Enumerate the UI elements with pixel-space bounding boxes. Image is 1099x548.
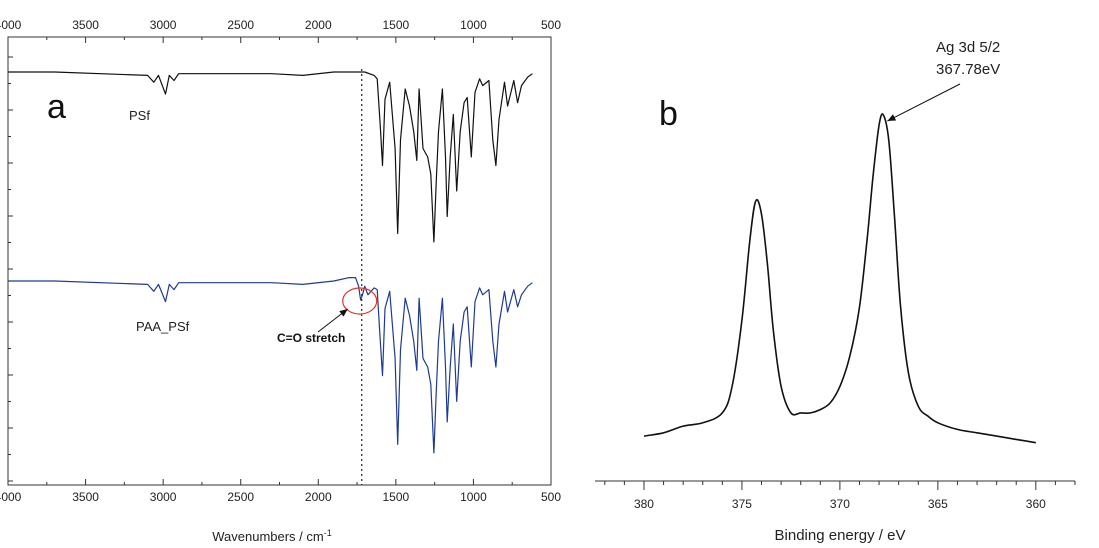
panel-a-top-tick-label: 2000 xyxy=(305,18,332,32)
series-line-paa-psf xyxy=(8,277,533,454)
panel-a-bottom-tick-label: 500 xyxy=(541,490,561,504)
panel-a-letter: a xyxy=(47,88,66,126)
panel-a-frame xyxy=(7,36,552,486)
panel-a-bottom-ticks: 4000 3500 3000 2500 2000 1500 1000 500 xyxy=(0,479,561,504)
panel-a-x-axis-title-superscript: -1 xyxy=(324,528,332,538)
panel-a-top-tick-label: 500 xyxy=(541,18,561,32)
panel-b-series xyxy=(643,113,1036,444)
peak-annotation-line1: Ag 3d 5/2 xyxy=(936,39,1000,56)
panel-a-bottom-tick-label: 3500 xyxy=(72,490,99,504)
panel-a-top-tick-label: 4000 xyxy=(0,18,22,32)
panel-a-top-tick-label: 2500 xyxy=(227,18,254,32)
carbonyl-highlight-circle xyxy=(342,287,378,315)
panel-a-left-ticks xyxy=(8,56,13,482)
panel-a-bottom-tick-label: 4000 xyxy=(0,490,22,504)
panel-a-bottom-tick-label: 2000 xyxy=(305,490,332,504)
panel-a-top-tick-label: 1500 xyxy=(383,18,410,32)
carbonyl-arrowhead xyxy=(339,309,348,317)
panel-a-top-tick-label: 3500 xyxy=(72,18,99,32)
panel-b: 380 375 370 365 360 b Ag 3d 5/2 367.78eV Bin… xyxy=(595,39,1076,544)
panel-a-bottom-tick-label: 1000 xyxy=(460,490,487,504)
panel-b-tick-label: 370 xyxy=(830,497,850,511)
panel-a-top-tick-label: 1000 xyxy=(460,18,487,32)
panel-a-top-ticks: 4000 3500 3000 2500 2000 1500 1000 500 xyxy=(0,18,561,43)
xps-spectrum-line xyxy=(643,113,1036,444)
peak-annotation-arrow xyxy=(887,83,961,122)
series-line-psf xyxy=(8,71,533,243)
carbonyl-annotation-label: C=O stretch xyxy=(277,331,345,345)
series-label-paa-psf: PAA_PSf xyxy=(136,319,190,334)
panel-a-series xyxy=(8,71,533,454)
panel-a-bottom-tick-label: 3000 xyxy=(150,490,177,504)
peak-arrowhead xyxy=(887,114,897,121)
peak-annotation-line2: 367.78eV xyxy=(936,61,1000,78)
panel-a-top-tick-label: 3000 xyxy=(150,18,177,32)
panel-b-x-ticks: 380 375 370 365 360 xyxy=(604,481,1076,511)
panel-b-tick-label: 365 xyxy=(928,497,948,511)
panel-a: 4000 3500 3000 2500 2000 1500 1000 500 4000 3500… xyxy=(0,18,561,544)
panel-b-tick-label: 380 xyxy=(634,497,654,511)
panel-b-letter: b xyxy=(659,95,678,133)
panel-a-bottom-tick-label: 1500 xyxy=(383,490,410,504)
panel-b-x-axis-title: Binding energy / eV xyxy=(775,527,906,544)
panel-a-x-axis-title: Wavenumbers / cm-1 xyxy=(212,528,332,544)
panel-b-tick-label: 375 xyxy=(732,497,752,511)
panel-a-x-axis-title-text: Wavenumbers / cm xyxy=(212,529,324,544)
series-label-psf: PSf xyxy=(129,108,150,123)
panel-a-bottom-tick-label: 2500 xyxy=(227,490,254,504)
panel-b-tick-label: 360 xyxy=(1026,497,1046,511)
